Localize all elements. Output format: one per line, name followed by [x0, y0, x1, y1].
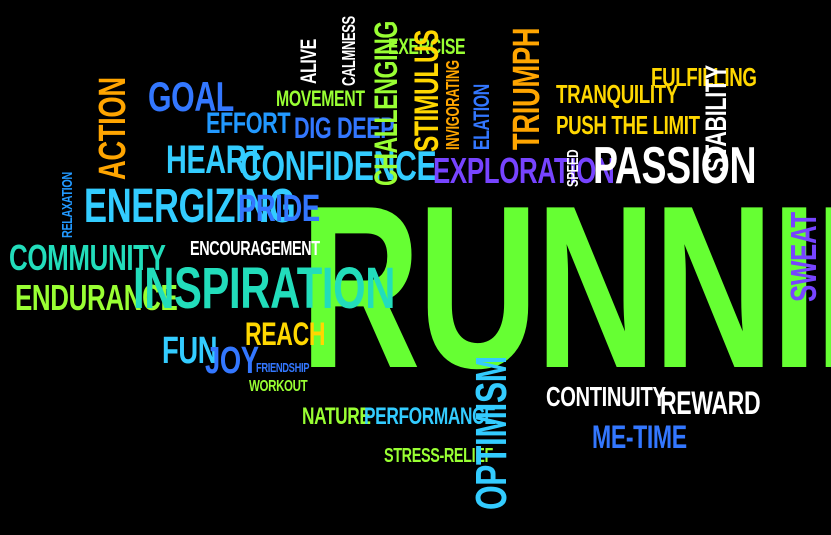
- word-triumph: TRIUMPH: [506, 27, 548, 151]
- word-energizing: ENERGIZING: [84, 180, 296, 233]
- word-nature: NATURE: [302, 403, 371, 430]
- word-stimulus: STIMULUS: [408, 29, 446, 153]
- word-community: COMMUNITY: [9, 237, 166, 278]
- word-alive: ALIVE: [296, 39, 321, 84]
- word-action: ACTION: [92, 77, 134, 180]
- word-exploration: EXPLORATION: [433, 150, 615, 191]
- word-calmness: CALMNESS: [339, 16, 359, 87]
- word-goal: GOAL: [148, 73, 234, 120]
- word-fulfilling: FULFILLING: [651, 62, 757, 92]
- word-confidence: CONFIDENCE: [240, 142, 437, 189]
- word-fun: FUN: [162, 330, 218, 372]
- word-speed: SPEED: [565, 149, 582, 187]
- word-inspiration: INSPIRATION: [133, 256, 396, 321]
- word-performance: PERFORMANCE: [364, 403, 496, 430]
- word-exercise: EXERCISE: [388, 34, 466, 59]
- word-movement: MOVEMENT: [276, 86, 365, 111]
- word-reward: REWARD: [660, 385, 761, 421]
- word-friendship: FRIENDSHIP: [256, 360, 310, 375]
- word-dig-deep: DIG DEEP: [294, 112, 395, 145]
- word-relaxation: RELAXATION: [59, 172, 76, 238]
- word-effort: EFFORT: [206, 107, 291, 140]
- word-tranquility: TRANQUILITY: [556, 79, 678, 109]
- word-passion: PASSION: [593, 137, 757, 195]
- word-running: RUNNING: [300, 158, 831, 417]
- word-sweat: SWEAT: [783, 212, 824, 302]
- word-me-time: ME-TIME: [592, 419, 687, 455]
- word-joy: JOY: [205, 340, 259, 382]
- word-invigorating: INVIGORATING: [443, 60, 463, 150]
- word-continuity: CONTINUITY: [546, 381, 666, 412]
- word-encouragement: ENCOURAGEMENT: [190, 238, 320, 260]
- word-challenging: CHALLENGING: [368, 21, 404, 187]
- word-endurance: ENDURANCE: [15, 277, 178, 318]
- word-heart: HEART: [166, 138, 264, 182]
- word-pride: PRIDE: [238, 188, 320, 230]
- word-reach: REACH: [245, 316, 326, 352]
- word-workout: WORKOUT: [249, 378, 308, 395]
- word-elation: ELATION: [469, 84, 494, 150]
- word-push-the-limit: PUSH THE LIMIT: [556, 110, 700, 140]
- word-optimism: OPTIMISM: [467, 356, 516, 510]
- word-stress-relief: STRESS-RELIEF: [384, 445, 493, 467]
